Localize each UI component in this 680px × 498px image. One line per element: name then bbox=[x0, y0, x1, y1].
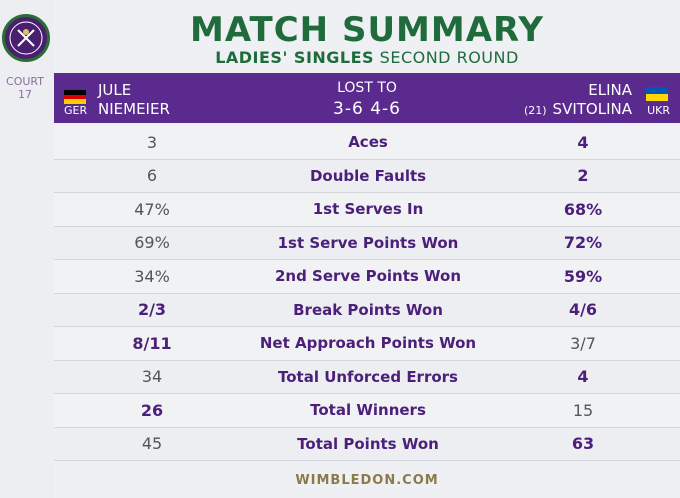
player1-stat-value: 47% bbox=[134, 199, 170, 219]
court-number: 17 bbox=[18, 88, 32, 101]
player2-stat-value: 2 bbox=[577, 166, 589, 186]
court-text: COURT bbox=[6, 75, 44, 88]
stat-row: 34% 2nd Serve Points Won 59% bbox=[54, 260, 680, 294]
stat-label: Total Unforced Errors bbox=[278, 367, 458, 386]
stat-row: 2/3 Break Points Won 4/6 bbox=[54, 293, 680, 327]
player1-stat-value: 34% bbox=[134, 266, 170, 286]
stat-row: 45 Total Points Won 63 bbox=[54, 427, 680, 461]
stat-label: 1st Serves In bbox=[312, 200, 424, 219]
result-label: LOST TO bbox=[337, 80, 397, 96]
player2-stat-value: 72% bbox=[563, 233, 603, 253]
stat-label: Break Points Won bbox=[293, 300, 443, 319]
event-name: LADIES' SINGLES bbox=[215, 48, 375, 67]
stat-row: 6 Double Faults 2 bbox=[54, 159, 680, 193]
player2-stat-value: 63 bbox=[571, 434, 595, 454]
player2-stat-value: 4 bbox=[577, 132, 589, 152]
stat-label: 2nd Serve Points Won bbox=[274, 267, 462, 286]
wimbledon-logo-icon bbox=[2, 14, 50, 62]
player1-stat-value: 3 bbox=[146, 132, 158, 152]
match-score: 3-6 4-6 bbox=[333, 99, 401, 119]
stat-label: Double Faults bbox=[309, 166, 427, 185]
round-name: SECOND ROUND bbox=[379, 48, 519, 67]
stat-row: 3 Aces 4 bbox=[54, 126, 680, 160]
player1-first-name: JULE bbox=[98, 81, 132, 99]
player2-stat-value: 4 bbox=[577, 367, 589, 387]
player2-seed: (21) bbox=[523, 104, 547, 117]
stat-row: 26 Total Winners 15 bbox=[54, 394, 680, 428]
stat-row: 8/11 Net Approach Points Won 3/7 bbox=[54, 327, 680, 361]
player1-stat-value: 8/11 bbox=[132, 333, 172, 353]
stat-label: Total Winners bbox=[310, 401, 426, 420]
match-header: GER JULE NIEMEIER LOST TO 3-6 4-6 ELINA … bbox=[54, 73, 680, 123]
player1-stat-value: 2/3 bbox=[137, 300, 167, 320]
stat-label: 1st Serve Points Won bbox=[277, 233, 459, 252]
stats-table: 3 Aces 4 6 Double Faults 2 47% 1st Serves In 68%… bbox=[54, 126, 680, 461]
player1-stat-value: 45 bbox=[141, 434, 163, 454]
player2-stat-value: 15 bbox=[572, 400, 594, 420]
stat-row: 34 Total Unforced Errors 4 bbox=[54, 360, 680, 394]
player1-country: GER bbox=[64, 104, 88, 117]
player1-stat-value: 34 bbox=[141, 367, 163, 387]
player2-last-name: (21) SVITOLINA bbox=[524, 100, 632, 118]
page-title: MATCH SUMMARY bbox=[190, 10, 544, 50]
player2-stat-value: 68% bbox=[563, 199, 603, 219]
stat-label: Net Approach Points Won bbox=[259, 334, 477, 353]
player2-country: UKR bbox=[647, 104, 670, 117]
player2-stat-value: 3/7 bbox=[570, 333, 596, 353]
stat-label: Total Points Won bbox=[297, 434, 439, 453]
footer-website: WIMBLEDON.COM bbox=[295, 473, 439, 488]
event-subtitle: LADIES' SINGLES SECOND ROUND bbox=[54, 48, 680, 67]
player1-stat-value: 6 bbox=[146, 166, 158, 186]
player2-first-name: ELINA bbox=[588, 81, 632, 99]
player1-stat-value: 26 bbox=[140, 400, 164, 420]
left-strip: COURT 17 bbox=[0, 0, 54, 498]
stat-row: 47% 1st Serves In 68% bbox=[54, 193, 680, 227]
stat-row: 69% 1st Serve Points Won 72% bbox=[54, 226, 680, 260]
player2-stat-value: 59% bbox=[563, 266, 603, 286]
court-label: COURT 17 bbox=[0, 75, 50, 101]
player1-stat-value: 69% bbox=[134, 233, 170, 253]
ukraine-flag-icon bbox=[646, 87, 668, 101]
scoreboard: MATCH SUMMARY LADIES' SINGLES SECOND ROU… bbox=[54, 0, 680, 498]
germany-flag-icon bbox=[64, 90, 86, 104]
player2-stat-value: 4/6 bbox=[568, 300, 598, 320]
player1-last-name: NIEMEIER bbox=[98, 100, 170, 118]
stat-label: Aces bbox=[348, 133, 388, 152]
player2-surname: SVITOLINA bbox=[552, 100, 632, 118]
